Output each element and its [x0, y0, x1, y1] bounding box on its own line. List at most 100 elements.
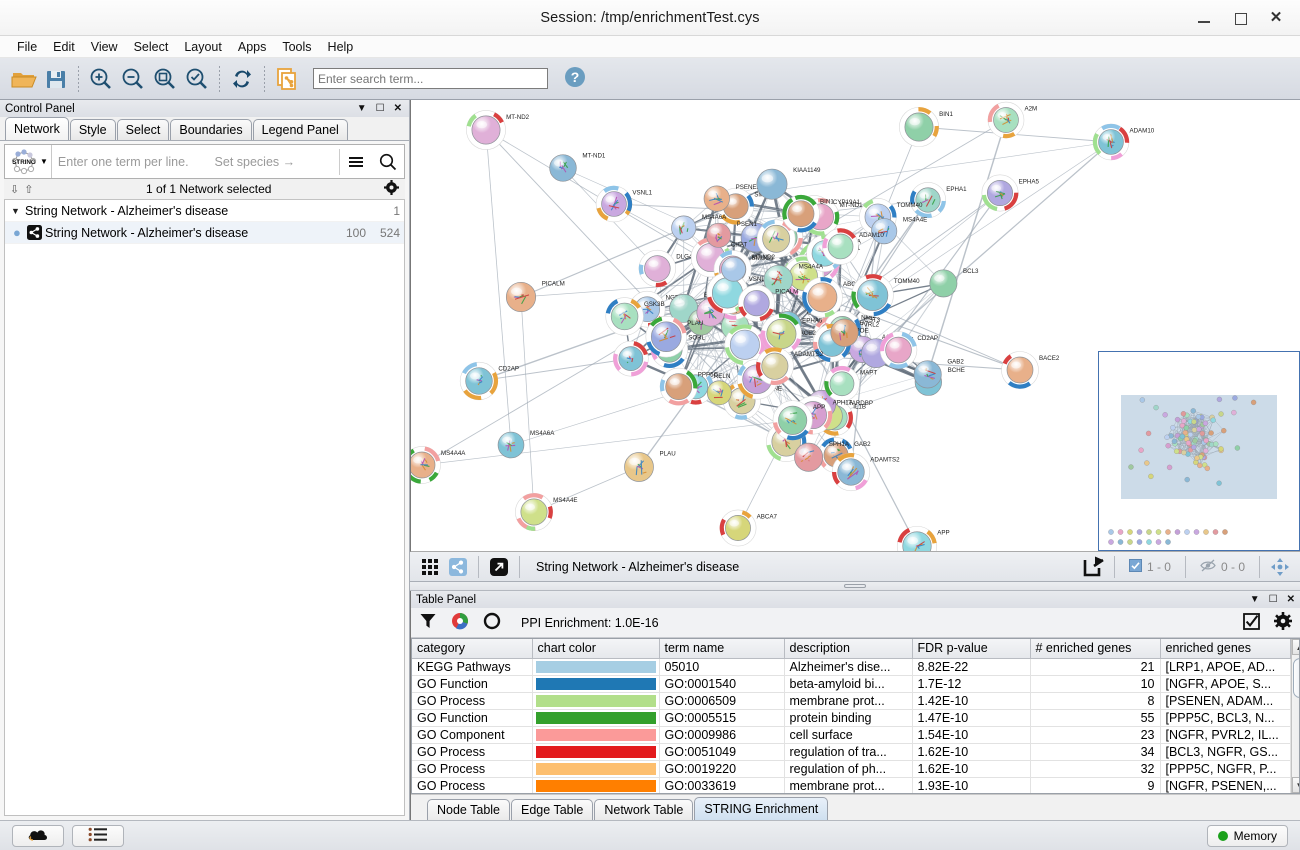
table-row[interactable]: GO Process GO:0051049 regulation of tra...…: [412, 743, 1291, 761]
node-sphere[interactable]: [725, 515, 751, 541]
string-logo-icon[interactable]: STRING: [5, 147, 43, 177]
node-sphere[interactable]: [829, 371, 855, 397]
network-node[interactable]: MS4A4A: [411, 446, 466, 484]
options-menu-icon[interactable]: [340, 154, 372, 170]
node-sphere[interactable]: [827, 233, 854, 260]
table-panel-menu-caret-icon[interactable]: ▼: [1249, 593, 1260, 605]
network-node[interactable]: PLAU: [624, 450, 676, 482]
birds-eye-canvas[interactable]: [1099, 352, 1299, 550]
network-node[interactable]: ADAMTS2: [755, 347, 824, 386]
network-node[interactable]: ABCA7: [719, 509, 778, 547]
share-network-icon[interactable]: [271, 63, 303, 95]
network-node[interactable]: APP: [772, 400, 825, 441]
refresh-icon[interactable]: [226, 63, 258, 95]
table-row[interactable]: KEGG Pathways 05010 Alzheimer's dise... 8.8…: [412, 658, 1291, 676]
node-sphere[interactable]: [761, 352, 789, 380]
menu-file[interactable]: File: [17, 39, 38, 54]
table-row[interactable]: GO Process GO:0006509 membrane prot... 1.42…: [412, 692, 1291, 710]
panel-resize-grip[interactable]: [410, 582, 1300, 591]
tab-select[interactable]: Select: [116, 119, 170, 140]
tab-string-enrichment[interactable]: STRING Enrichment: [694, 797, 829, 820]
network-node[interactable]: PICALM: [738, 284, 798, 322]
network-node[interactable]: BIN1: [899, 107, 953, 147]
menu-select[interactable]: Select: [133, 39, 169, 54]
table-panel-float-icon[interactable]: ☐: [1268, 593, 1278, 605]
birds-eye-viewport-rect[interactable]: [1121, 395, 1277, 499]
tab-network-table[interactable]: Network Table: [594, 799, 694, 820]
column-header-enriched-count[interactable]: # enriched genes: [1030, 639, 1161, 659]
network-node[interactable]: VSNL1: [706, 271, 769, 314]
menu-edit[interactable]: Edit: [53, 39, 75, 54]
close-button[interactable]: ✕: [1269, 8, 1283, 26]
tab-network[interactable]: Network: [5, 117, 69, 140]
task-list-button[interactable]: [72, 824, 124, 847]
node-sphere[interactable]: [665, 373, 693, 401]
node-sphere[interactable]: [671, 215, 697, 241]
network-node[interactable]: SPH1A: [794, 441, 850, 472]
set-species-link[interactable]: Set species →: [214, 154, 296, 169]
search-input[interactable]: [313, 68, 548, 89]
string-query-input[interactable]: Enter one term per line. Set species →: [50, 145, 339, 178]
network-node[interactable]: MT-ND2: [466, 110, 530, 150]
pan-mode-icon[interactable]: [1266, 555, 1294, 579]
network-node[interactable]: MS4A4A: [763, 263, 824, 295]
panel-close-icon[interactable]: ✕: [393, 102, 402, 114]
tab-node-table[interactable]: Node Table: [427, 799, 511, 820]
menu-apps[interactable]: Apps: [237, 39, 267, 54]
node-sphere[interactable]: [929, 269, 958, 298]
selected-nodes-counter[interactable]: 1 - 0: [1121, 558, 1179, 575]
expand-all-icon[interactable]: ⇧: [24, 183, 34, 196]
tab-legend-panel[interactable]: Legend Panel: [252, 119, 348, 140]
node-sphere[interactable]: [644, 255, 671, 282]
node-sphere[interactable]: [1006, 356, 1034, 384]
network-node[interactable]: MS4A4E: [871, 216, 927, 245]
panel-menu-caret-icon[interactable]: ▼: [356, 102, 367, 114]
table-vertical-scrollbar[interactable]: ▲ ▼: [1290, 639, 1299, 793]
node-sphere[interactable]: [721, 256, 746, 282]
export-image-icon[interactable]: [1080, 555, 1108, 579]
network-node[interactable]: ADAMTS2: [831, 452, 900, 492]
node-sphere[interactable]: [807, 282, 838, 313]
menu-view[interactable]: View: [90, 39, 118, 54]
tab-edge-table[interactable]: Edge Table: [511, 799, 594, 820]
tree-expand-caret-icon[interactable]: ▼: [11, 205, 20, 216]
zoom-out-icon[interactable]: [117, 63, 149, 95]
table-row[interactable]: GO Component GO:0009986 cell surface 1.54E-…: [412, 726, 1291, 744]
table-panel-close-icon[interactable]: ✕: [1286, 593, 1295, 605]
help-icon[interactable]: ?: [564, 66, 586, 91]
network-node[interactable]: MS4A6A: [671, 214, 728, 241]
pie-chart-icon[interactable]: [451, 612, 469, 633]
network-node[interactable]: MAPT: [824, 365, 877, 402]
node-sphere[interactable]: [756, 168, 788, 200]
minimize-button[interactable]: [1196, 10, 1212, 26]
network-node[interactable]: EPHA5: [981, 174, 1040, 212]
tree-row-root[interactable]: ▼ String Network - Alzheimer's disease 1: [5, 200, 404, 222]
menu-help[interactable]: Help: [327, 39, 354, 54]
cloud-button[interactable]: [12, 824, 64, 847]
network-node[interactable]: CD2AP: [459, 361, 519, 401]
column-header-fdr-pvalue[interactable]: FDR p-value: [912, 639, 1031, 659]
network-node[interactable]: GAB2: [913, 359, 964, 389]
column-header-enriched-genes[interactable]: enriched genes: [1160, 639, 1291, 659]
network-node[interactable]: APP: [896, 525, 950, 552]
zoom-selected-icon[interactable]: [181, 63, 213, 95]
open-folder-icon[interactable]: [8, 63, 40, 95]
node-sphere[interactable]: [885, 336, 912, 364]
table-row[interactable]: GO Function GO:0001540 beta-amyloid bi... 1…: [412, 675, 1291, 693]
column-header-description[interactable]: description: [784, 639, 913, 659]
network-graph-canvas[interactable]: MT-ND2 MT-ND1 VSNL1 CD2AP MS4A4A MS4A6A MS4A4E…: [411, 100, 1300, 552]
network-node[interactable]: ABCA7: [802, 277, 864, 318]
network-node[interactable]: BIN1: [782, 194, 834, 233]
node-sphere[interactable]: [743, 290, 770, 317]
scroll-up-arrow-icon[interactable]: ▲: [1291, 639, 1299, 655]
network-node[interactable]: GSK3B: [605, 297, 665, 336]
panel-float-icon[interactable]: ☐: [375, 102, 385, 114]
search-icon[interactable]: [372, 152, 404, 172]
scroll-down-arrow-icon[interactable]: ▼: [1291, 777, 1299, 793]
network-node[interactable]: BACE2: [1001, 351, 1060, 389]
network-node[interactable]: PSEN1: [706, 221, 758, 248]
network-node[interactable]: MS4A6A: [497, 430, 555, 459]
column-header-term-name[interactable]: term name: [659, 639, 785, 659]
network-node[interactable]: MS4A4E: [515, 493, 578, 531]
network-node[interactable]: BCL3: [929, 268, 979, 298]
